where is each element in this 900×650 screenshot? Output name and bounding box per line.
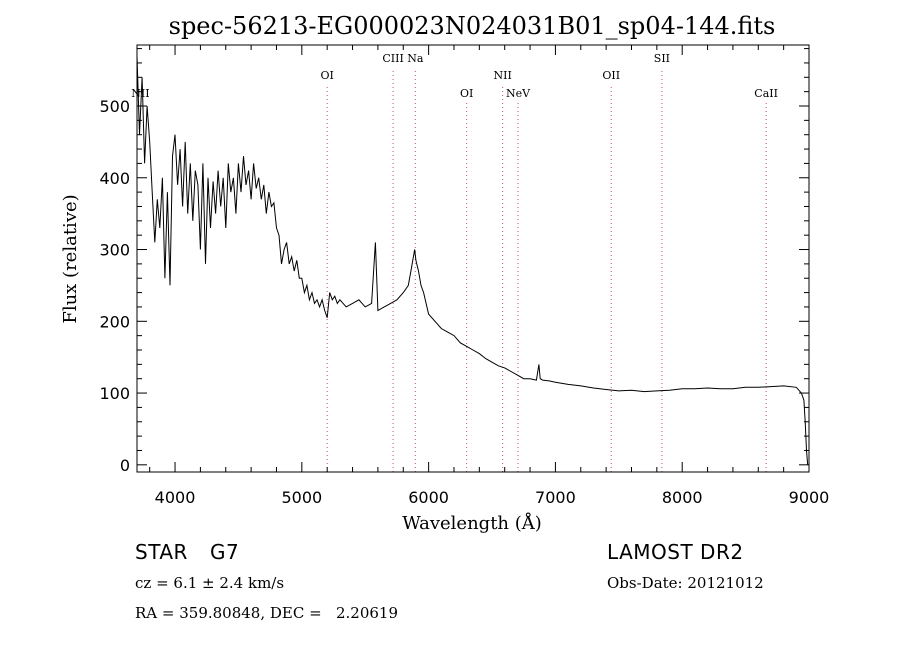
x-tick-label: 7000 bbox=[535, 488, 576, 507]
y-tick-label: 200 bbox=[99, 312, 130, 331]
y-tick-label: 300 bbox=[99, 241, 130, 260]
axis-tick-labels: 4000 5000 6000 7000 8000 9000 0 100 200 300 400 500 bbox=[99, 97, 829, 507]
plot-frame bbox=[136, 44, 810, 473]
x-tick-label: 4000 bbox=[155, 488, 196, 507]
line-markers: NII OI CIII Na OI NII NeV OII SII CaII bbox=[131, 52, 778, 472]
y-tick-label: 100 bbox=[99, 384, 130, 403]
marker-label: CaII bbox=[754, 87, 778, 100]
y-tick-label: 500 bbox=[99, 97, 130, 116]
y-tick-label: 400 bbox=[99, 169, 130, 188]
marker-label: OI bbox=[321, 69, 334, 82]
marker-label: OI bbox=[460, 87, 473, 100]
x-tick-label: 5000 bbox=[281, 488, 322, 507]
survey-name: LAMOST DR2 bbox=[607, 540, 744, 564]
object-class: STAR bbox=[135, 540, 188, 564]
marker-label: NeV bbox=[506, 87, 531, 100]
obs-date: Obs-Date: 20121012 bbox=[607, 574, 764, 592]
velocity-readout: cz = 6.1 ± 2.4 km/s bbox=[135, 574, 285, 592]
marker-label: NII bbox=[494, 69, 512, 82]
spectrum-line bbox=[136, 55, 809, 465]
y-tick-label: 0 bbox=[120, 456, 130, 475]
object-subclass: G7 bbox=[210, 540, 240, 564]
x-tick-label: 9000 bbox=[789, 488, 830, 507]
marker-label: Na bbox=[407, 52, 424, 65]
x-tick-label: 6000 bbox=[408, 488, 449, 507]
marker-label: SII bbox=[654, 52, 670, 65]
y-axis-label: Flux (relative) bbox=[60, 194, 81, 323]
x-axis-label: Wavelength (Å) bbox=[402, 512, 542, 534]
marker-label: OII bbox=[602, 69, 620, 82]
marker-label: NII bbox=[131, 87, 149, 100]
chart-title: spec-56213-EG000023N024031B01_sp04-144.f… bbox=[169, 12, 776, 40]
coordinates: RA = 359.80848, DEC = 2.20619 bbox=[135, 604, 399, 622]
x-tick-label: 8000 bbox=[662, 488, 703, 507]
marker-label: CIII bbox=[382, 52, 403, 65]
axis-ticks bbox=[137, 45, 810, 472]
